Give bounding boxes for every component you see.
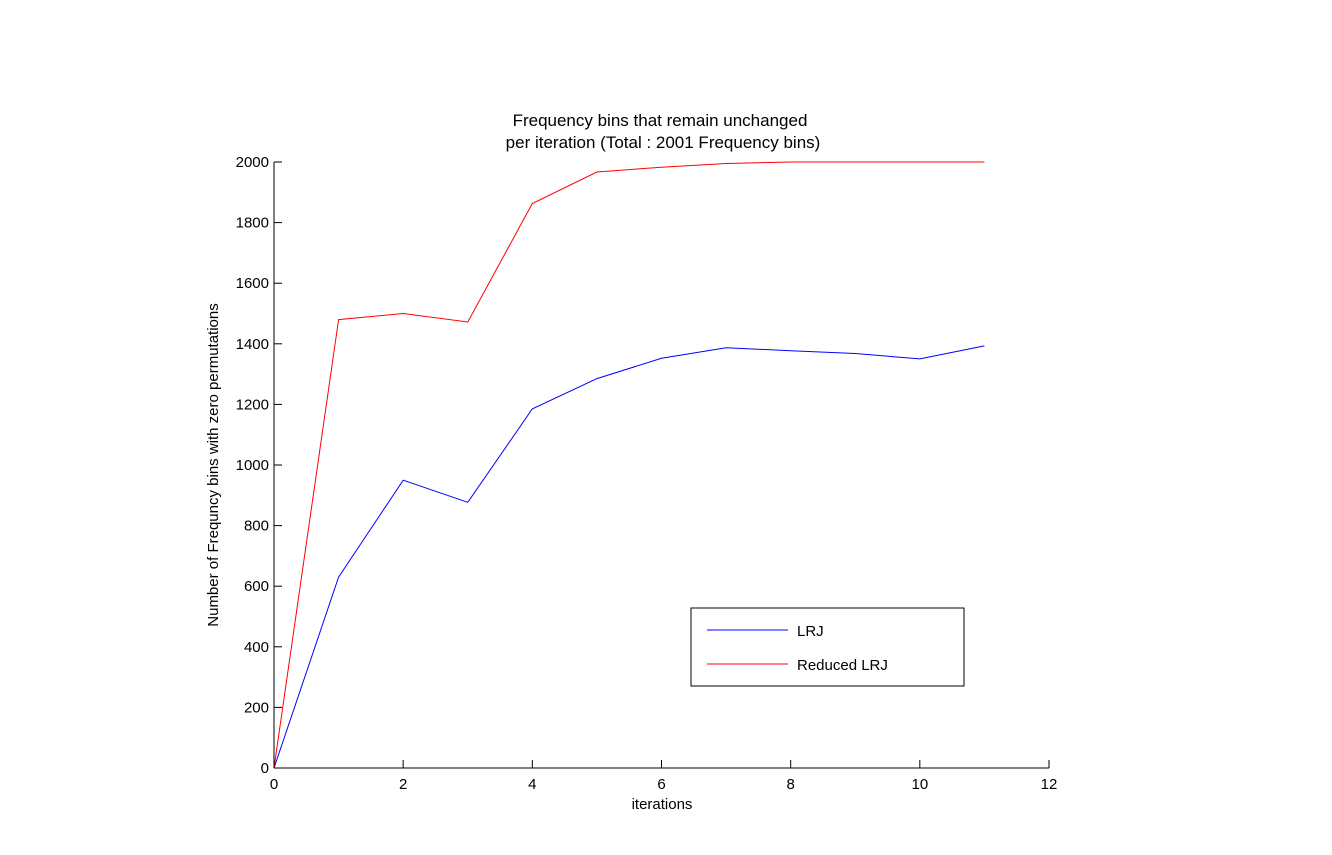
legend-label-reduced-lrj: Reduced LRJ (797, 657, 888, 674)
y-tick-label: 2000 (236, 154, 269, 171)
x-tick-label: 8 (786, 776, 794, 793)
legend: LRJ Reduced LRJ (690, 607, 965, 687)
x-tick-label: 6 (657, 776, 665, 793)
x-tick-label: 2 (399, 776, 407, 793)
y-tick-label: 1800 (236, 215, 269, 232)
series-line-lrj (273, 345, 985, 769)
x-tick-label: 4 (528, 776, 536, 793)
y-tick-label: 400 (244, 639, 269, 656)
y-tick-label: 1600 (236, 275, 269, 292)
legend-box (690, 607, 965, 687)
y-tick-label: 0 (261, 760, 269, 777)
x-tick-label: 12 (1041, 776, 1058, 793)
legend-label-lrj: LRJ (797, 623, 824, 640)
y-tick-label: 1200 (236, 396, 269, 413)
plot-lines (273, 161, 985, 769)
chart-title-line-2: per iteration (Total : 2001 Frequency bi… (506, 133, 821, 152)
series-line-reduced-lrj (273, 161, 985, 769)
x-axis-label: iterations (632, 796, 693, 813)
y-axis-ticks: 0 200 400 600 800 1000 1200 1400 1600 1800 2000 (236, 154, 282, 777)
y-tick-label: 1000 (236, 457, 269, 474)
x-tick-label: 0 (270, 776, 278, 793)
y-tick-label: 600 (244, 578, 269, 595)
x-axis-ticks: 0 2 4 6 8 10 12 (270, 760, 1058, 793)
chart-title-line-1: Frequency bins that remain unchanged (513, 111, 808, 130)
x-tick-label: 10 (911, 776, 928, 793)
y-tick-label: 200 (244, 699, 269, 716)
y-tick-label: 800 (244, 518, 269, 535)
y-axis-label: Number of Frequncy bins with zero permut… (205, 303, 222, 626)
y-tick-label: 1400 (236, 336, 269, 353)
